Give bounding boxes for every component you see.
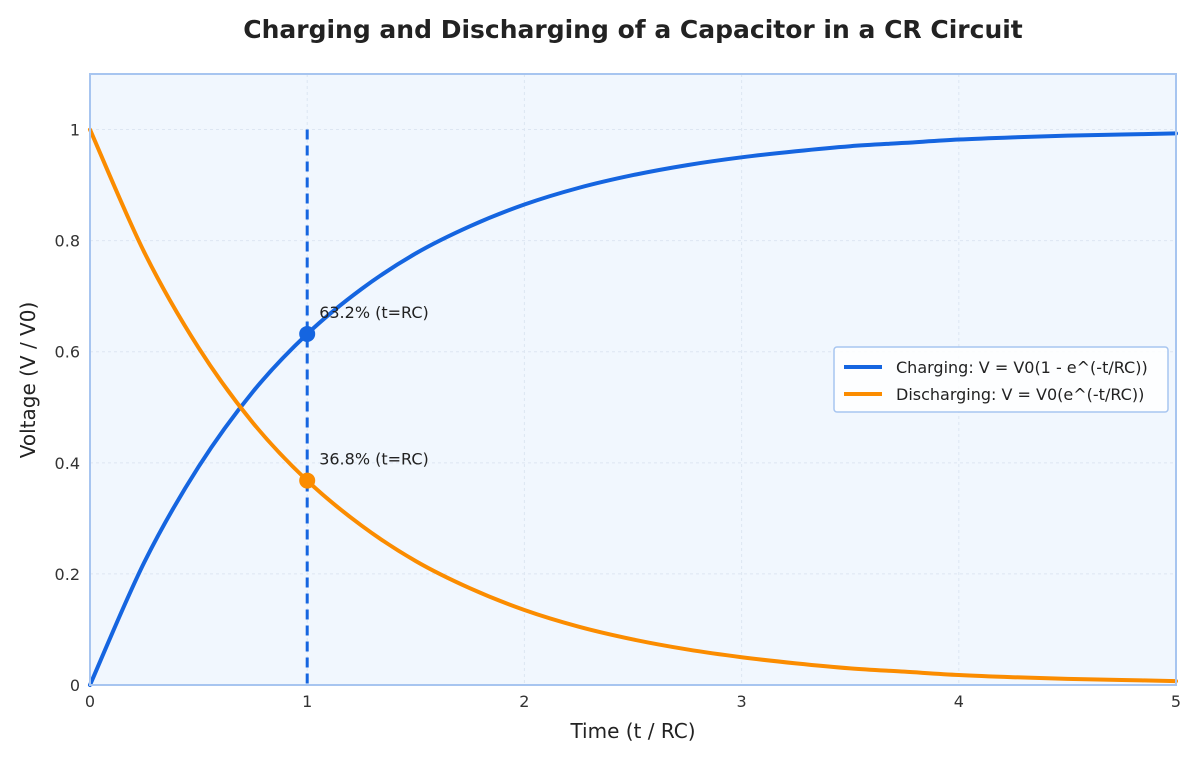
x-axis-ticks: 0 1 2 3 4 5 — [85, 692, 1181, 711]
series-line-0 — [88, 131, 1178, 687]
series-line-1 — [88, 127, 1178, 684]
x-tick-label-0: 0 — [85, 692, 95, 711]
marker-point-0 — [299, 325, 316, 342]
chart-title: Charging and Discharging of a Capacitor … — [243, 15, 1023, 44]
marker-label-1: 36.8% (t=RC) — [319, 450, 429, 469]
legend: Charging: V = V0(1 - e^(-t/RC)) Dischargi… — [833, 346, 1169, 413]
y-tick-label-5: 1 — [70, 121, 80, 140]
y-tick-label-1: 0.2 — [55, 565, 80, 584]
legend-label-0: Charging: V = V0(1 - e^(-t/RC)) — [896, 358, 1148, 377]
marker-label-0: 63.2% (t=RC) — [319, 303, 429, 322]
plot-frame — [89, 73, 1177, 686]
legend-box — [833, 346, 1169, 413]
y-tick-label-3: 0.6 — [55, 343, 80, 362]
x-tick-label-5: 5 — [1171, 692, 1181, 711]
series-layer — [88, 127, 1178, 687]
x-axis-label: Time (t / RC) — [569, 719, 695, 743]
x-tick-label-3: 3 — [737, 692, 747, 711]
y-axis-ticks: 0 0.2 0.4 0.6 0.8 1 — [55, 121, 80, 695]
y-tick-label-2: 0.4 — [55, 454, 80, 473]
x-tick-label-1: 1 — [302, 692, 312, 711]
marker-layer: 63.2% (t=RC) 36.8% (t=RC) — [299, 129, 429, 685]
legend-label-1: Discharging: V = V0(e^(-t/RC)) — [896, 385, 1144, 404]
y-axis-label: Voltage (V / V0) — [16, 302, 40, 459]
x-tick-label-2: 2 — [519, 692, 529, 711]
x-tick-label-4: 4 — [954, 692, 964, 711]
y-tick-label-0: 0 — [70, 676, 80, 695]
marker-point-1 — [299, 472, 316, 489]
y-tick-label-4: 0.8 — [55, 232, 80, 251]
